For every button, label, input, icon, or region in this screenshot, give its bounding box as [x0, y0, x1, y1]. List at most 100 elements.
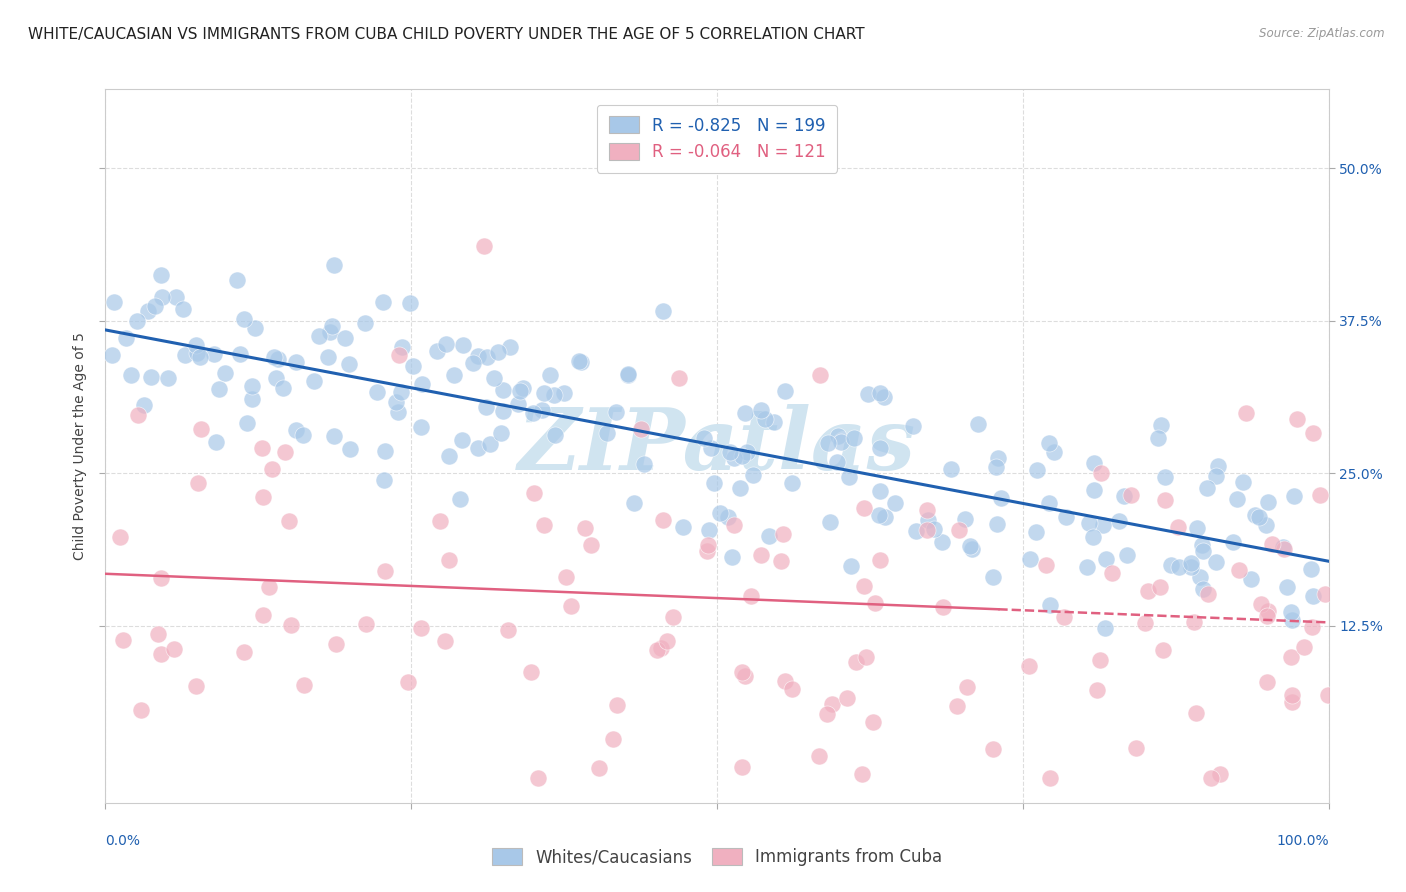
Point — [499, 340, 522, 354]
Point — [508, 397, 530, 411]
Point — [533, 385, 555, 400]
Point — [1125, 740, 1147, 755]
Point — [339, 442, 361, 457]
Point — [229, 347, 252, 361]
Point — [172, 301, 194, 316]
Point — [110, 530, 132, 544]
Point — [373, 473, 395, 487]
Point — [274, 445, 297, 459]
Point — [672, 520, 695, 534]
Point — [839, 558, 862, 573]
Point — [827, 429, 849, 443]
Point — [703, 475, 725, 490]
Point — [1272, 541, 1295, 556]
Text: 0.0%: 0.0% — [105, 834, 141, 848]
Point — [709, 506, 731, 520]
Point — [1205, 555, 1227, 569]
Point — [808, 368, 831, 382]
Point — [278, 514, 301, 528]
Point — [845, 655, 868, 669]
Point — [1191, 538, 1213, 552]
Point — [1201, 772, 1223, 786]
Point — [1038, 496, 1060, 510]
Point — [321, 319, 343, 334]
Point — [901, 418, 924, 433]
Point — [387, 405, 409, 419]
Point — [655, 633, 678, 648]
Point — [773, 673, 796, 688]
Point — [472, 239, 495, 253]
Point — [184, 338, 207, 352]
Point — [602, 732, 624, 747]
Point — [389, 384, 412, 399]
Point — [605, 405, 627, 419]
Point — [150, 290, 173, 304]
Point — [1197, 587, 1219, 601]
Point — [560, 599, 582, 614]
Point — [1286, 412, 1309, 426]
Text: 100.0%: 100.0% — [1277, 834, 1329, 848]
Point — [103, 295, 125, 310]
Point — [533, 518, 555, 533]
Point — [1256, 518, 1278, 533]
Point — [990, 491, 1012, 505]
Y-axis label: Child Poverty Under the Age of 5: Child Poverty Under the Age of 5 — [73, 332, 87, 560]
Point — [651, 513, 673, 527]
Point — [136, 304, 159, 318]
Point — [319, 325, 342, 339]
Point — [263, 350, 285, 364]
Point — [754, 411, 776, 425]
Point — [437, 450, 460, 464]
Point — [208, 382, 231, 396]
Point — [1225, 492, 1247, 507]
Point — [652, 303, 675, 318]
Point — [467, 441, 489, 455]
Point — [932, 599, 955, 614]
Point — [252, 490, 274, 504]
Point — [120, 368, 142, 382]
Point — [780, 476, 803, 491]
Point — [1275, 580, 1298, 594]
Point — [1026, 463, 1049, 477]
Point — [101, 348, 124, 362]
Point — [749, 548, 772, 562]
Point — [728, 481, 751, 495]
Point — [555, 570, 578, 584]
Point — [399, 296, 422, 310]
Point — [693, 431, 716, 445]
Point — [1112, 489, 1135, 503]
Point — [190, 422, 212, 436]
Point — [1309, 488, 1331, 502]
Point — [512, 381, 534, 395]
Point — [1301, 620, 1323, 634]
Point — [292, 678, 315, 692]
Point — [127, 408, 149, 422]
Point — [939, 462, 962, 476]
Point — [1301, 562, 1323, 576]
Point — [758, 529, 780, 543]
Point — [815, 707, 838, 722]
Point — [1279, 650, 1302, 665]
Point — [875, 509, 897, 524]
Point — [630, 422, 652, 436]
Point — [1039, 598, 1062, 612]
Point — [696, 544, 718, 558]
Point — [1149, 580, 1171, 594]
Point — [402, 359, 425, 373]
Point — [125, 314, 148, 328]
Point — [959, 539, 981, 553]
Point — [1152, 643, 1174, 657]
Point — [842, 431, 865, 445]
Point — [486, 345, 509, 359]
Point — [1271, 540, 1294, 554]
Point — [1222, 534, 1244, 549]
Point — [697, 538, 720, 552]
Point — [869, 484, 891, 499]
Point — [574, 521, 596, 535]
Point — [1038, 436, 1060, 450]
Point — [1085, 682, 1108, 697]
Point — [522, 406, 544, 420]
Point — [322, 258, 344, 272]
Point — [188, 350, 211, 364]
Point — [1302, 425, 1324, 440]
